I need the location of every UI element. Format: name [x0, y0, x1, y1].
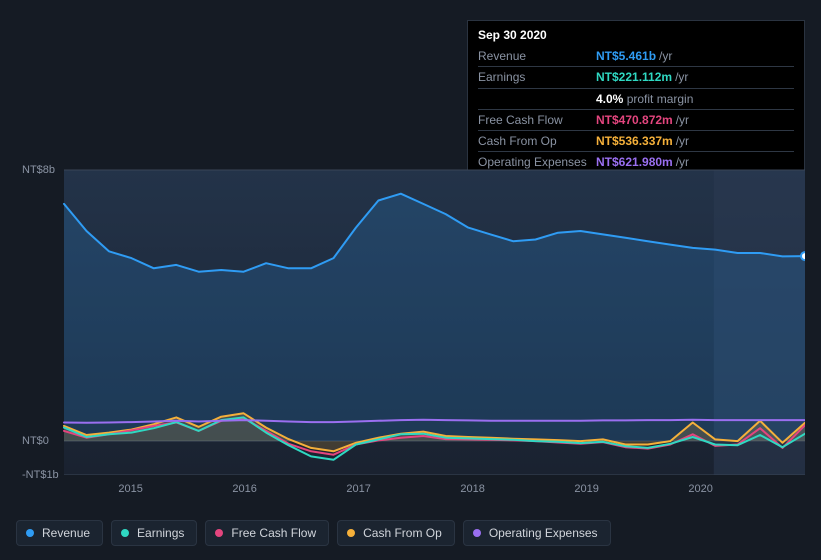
tooltip-margin-value: 4.0% [596, 92, 623, 106]
tooltip-date: Sep 30 2020 [478, 27, 794, 46]
tooltip-unit: /yr [673, 134, 689, 148]
legend-dot-icon [347, 529, 355, 537]
tooltip-value: NT$221.112m [596, 70, 672, 84]
x-tick-label: 2017 [346, 483, 370, 495]
legend-item-revenue[interactable]: Revenue [16, 520, 103, 546]
legend-dot-icon [121, 529, 129, 537]
y-tick-label: NT$0 [22, 435, 49, 447]
legend-label: Earnings [137, 526, 184, 540]
tooltip-label: Free Cash Flow [478, 109, 596, 130]
legend-label: Operating Expenses [489, 526, 598, 540]
tooltip-table: Revenue NT$5.461b/yr Earnings NT$221.112… [478, 46, 794, 172]
financials-chart[interactable]: NT$8b NT$0 -NT$1b 2015 2016 2017 2018 2019 2020 [16, 155, 805, 510]
legend-item-earnings[interactable]: Earnings [111, 520, 197, 546]
chart-legend: Revenue Earnings Free Cash Flow Cash From O… [16, 520, 611, 546]
x-tick-label: 2020 [688, 483, 712, 495]
x-tick-label: 2018 [460, 483, 484, 495]
tooltip-unit: /yr [656, 49, 672, 63]
legend-dot-icon [215, 529, 223, 537]
chart-svg [16, 155, 805, 475]
tooltip-label: Revenue [478, 46, 596, 67]
legend-dot-icon [473, 529, 481, 537]
tooltip-label: Earnings [478, 67, 596, 88]
tooltip-label: Cash From Op [478, 130, 596, 151]
x-tick-label: 2019 [574, 483, 598, 495]
tooltip-value: NT$5.461b [596, 49, 656, 63]
x-tick-label: 2016 [232, 483, 256, 495]
legend-label: Revenue [42, 526, 90, 540]
y-tick-label: -NT$1b [22, 469, 59, 481]
legend-item-fcf[interactable]: Free Cash Flow [205, 520, 329, 546]
tooltip-margin-label: profit margin [627, 92, 694, 106]
x-tick-label: 2015 [118, 483, 142, 495]
legend-label: Free Cash Flow [231, 526, 316, 540]
tooltip-unit: /yr [673, 113, 689, 127]
y-tick-label: NT$8b [22, 164, 55, 176]
tooltip-value: NT$536.337m [596, 134, 673, 148]
legend-dot-icon [26, 529, 34, 537]
legend-label: Cash From Op [363, 526, 442, 540]
tooltip-value: NT$470.872m [596, 113, 673, 127]
legend-item-cashop[interactable]: Cash From Op [337, 520, 455, 546]
tooltip-unit: /yr [672, 70, 688, 84]
legend-item-opex[interactable]: Operating Expenses [463, 520, 611, 546]
